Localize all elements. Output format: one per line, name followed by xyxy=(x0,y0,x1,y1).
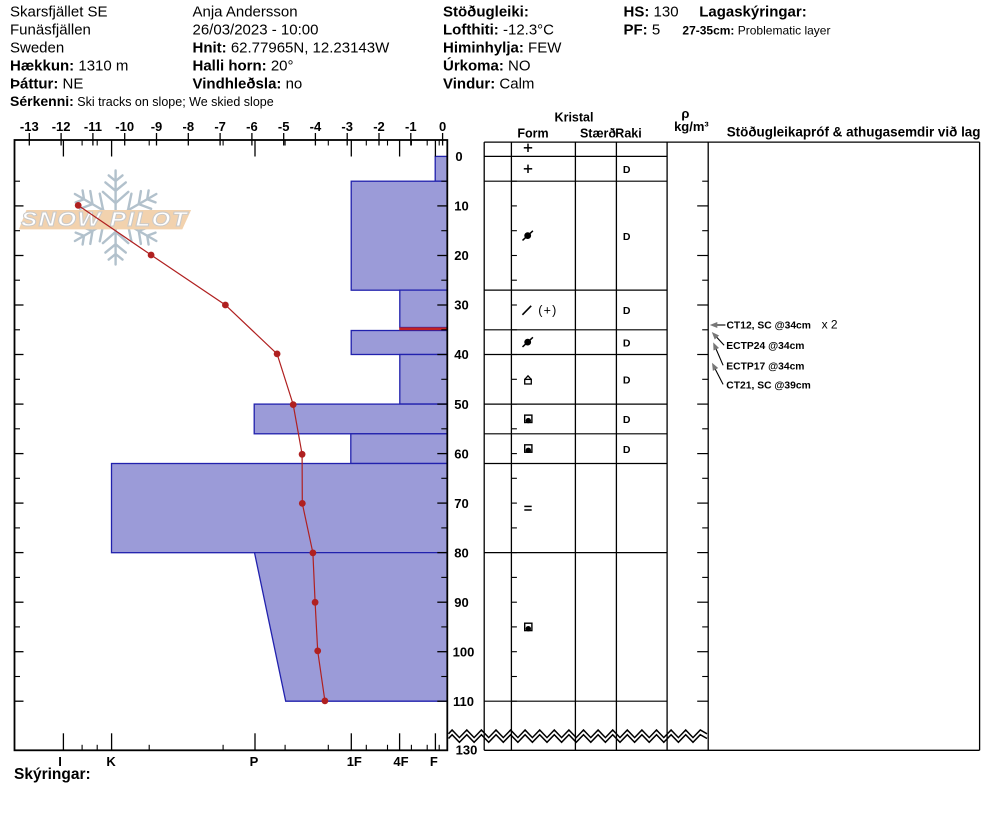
svg-text:Stöðugleikapróf & athugasemdir: Stöðugleikapróf & athugasemdir við lag xyxy=(727,125,981,140)
svg-text:80: 80 xyxy=(454,545,468,560)
svg-text:-6: -6 xyxy=(246,119,258,134)
svg-text:Skarsfjället SE: Skarsfjället SE xyxy=(10,4,108,21)
svg-text:Form: Form xyxy=(517,126,548,140)
svg-text:70: 70 xyxy=(454,496,468,511)
svg-text:110: 110 xyxy=(453,694,474,709)
svg-text:10: 10 xyxy=(454,199,468,214)
svg-text:Þáttur: NE: Þáttur: NE xyxy=(10,76,83,93)
svg-text:-5: -5 xyxy=(278,119,290,134)
svg-text:Anja Andersson: Anja Andersson xyxy=(193,4,298,21)
svg-text:D: D xyxy=(623,231,631,243)
svg-text:D: D xyxy=(623,414,631,426)
svg-text:-3: -3 xyxy=(341,119,353,134)
svg-text:1F: 1F xyxy=(347,754,362,769)
svg-text:x 2: x 2 xyxy=(822,317,838,331)
svg-text:K: K xyxy=(106,754,116,769)
svg-text:0: 0 xyxy=(455,149,462,164)
svg-text:D: D xyxy=(623,337,631,349)
svg-text:ECTP24 @34cm: ECTP24 @34cm xyxy=(726,341,804,352)
svg-text:Skýringar:: Skýringar: xyxy=(14,766,91,783)
svg-text:Stærð: Stærð xyxy=(580,126,616,140)
svg-text:-2: -2 xyxy=(373,119,385,134)
svg-text:27-35cm: Problematic layer: 27-35cm: Problematic layer xyxy=(682,24,830,38)
svg-text:Kristal: Kristal xyxy=(555,110,594,124)
svg-text:-10: -10 xyxy=(115,119,134,134)
svg-text:Funäsfjällen: Funäsfjällen xyxy=(10,22,91,39)
svg-text:26/03/2023 - 10:00: 26/03/2023 - 10:00 xyxy=(193,22,319,39)
svg-text:CT21, SC @39cm: CT21, SC @39cm xyxy=(726,380,810,391)
svg-text:kg/m³: kg/m³ xyxy=(674,119,709,134)
svg-text:4F: 4F xyxy=(393,754,408,769)
svg-text:CT12, SC @34cm: CT12, SC @34cm xyxy=(727,321,811,332)
svg-text:Lofthiti: -12.3°C: Lofthiti: -12.3°C xyxy=(443,22,554,39)
svg-text:Halli horn: 20°: Halli horn: 20° xyxy=(193,58,294,75)
svg-text:Himinhylja: FEW: Himinhylja: FEW xyxy=(443,40,562,57)
svg-text:-11: -11 xyxy=(84,119,102,134)
svg-text:0: 0 xyxy=(439,119,446,134)
svg-text:D: D xyxy=(623,444,631,456)
svg-text:-7: -7 xyxy=(214,119,226,134)
svg-text:40: 40 xyxy=(454,347,468,362)
svg-text:Stöðugleiki:: Stöðugleiki: xyxy=(443,4,529,21)
svg-text:D: D xyxy=(623,164,631,176)
svg-text:PF: 5: PF: 5 xyxy=(624,22,661,39)
svg-text:(+): (+) xyxy=(538,303,557,317)
svg-text:I: I xyxy=(58,754,62,769)
svg-text:20: 20 xyxy=(454,248,468,263)
svg-text:F: F xyxy=(430,754,438,769)
svg-text:Lagaskýringar:: Lagaskýringar: xyxy=(699,4,807,21)
svg-text:-4: -4 xyxy=(310,119,322,134)
svg-text:D: D xyxy=(623,305,631,317)
svg-text:Raki: Raki xyxy=(615,126,641,140)
svg-text:Hnit: 62.77965N, 12.23143W: Hnit: 62.77965N, 12.23143W xyxy=(193,40,391,57)
svg-text:Sweden: Sweden xyxy=(10,40,64,57)
svg-text:SNOW PILOT: SNOW PILOT xyxy=(21,209,189,231)
svg-text:D: D xyxy=(623,375,631,387)
svg-text:-13: -13 xyxy=(20,119,39,134)
svg-text:Úrkoma: NO: Úrkoma: NO xyxy=(443,57,531,75)
svg-text:30: 30 xyxy=(454,298,468,313)
svg-text:60: 60 xyxy=(454,446,468,461)
svg-text:-9: -9 xyxy=(151,119,163,134)
svg-text:-12: -12 xyxy=(52,119,71,134)
svg-text:Sérkenni: Ski tracks on slope;: Sérkenni: Ski tracks on slope; We skied … xyxy=(10,93,274,109)
svg-text:90: 90 xyxy=(454,595,468,610)
svg-text:130: 130 xyxy=(456,743,478,758)
svg-text:Vindur: Calm: Vindur: Calm xyxy=(443,76,534,93)
svg-text:P: P xyxy=(250,754,259,769)
svg-text:-1: -1 xyxy=(405,119,417,134)
svg-text:100: 100 xyxy=(453,644,475,659)
svg-text:50: 50 xyxy=(454,397,468,412)
svg-text:ρ: ρ xyxy=(681,106,689,121)
svg-text:Vindhleðsla: no: Vindhleðsla: no xyxy=(193,76,303,93)
svg-text:Hækkun: 1310 m: Hækkun: 1310 m xyxy=(10,58,128,75)
svg-text:HS: 130: HS: 130 xyxy=(624,4,679,21)
svg-text:ECTP17 @34cm: ECTP17 @34cm xyxy=(726,361,804,372)
svg-text:-8: -8 xyxy=(183,119,195,134)
